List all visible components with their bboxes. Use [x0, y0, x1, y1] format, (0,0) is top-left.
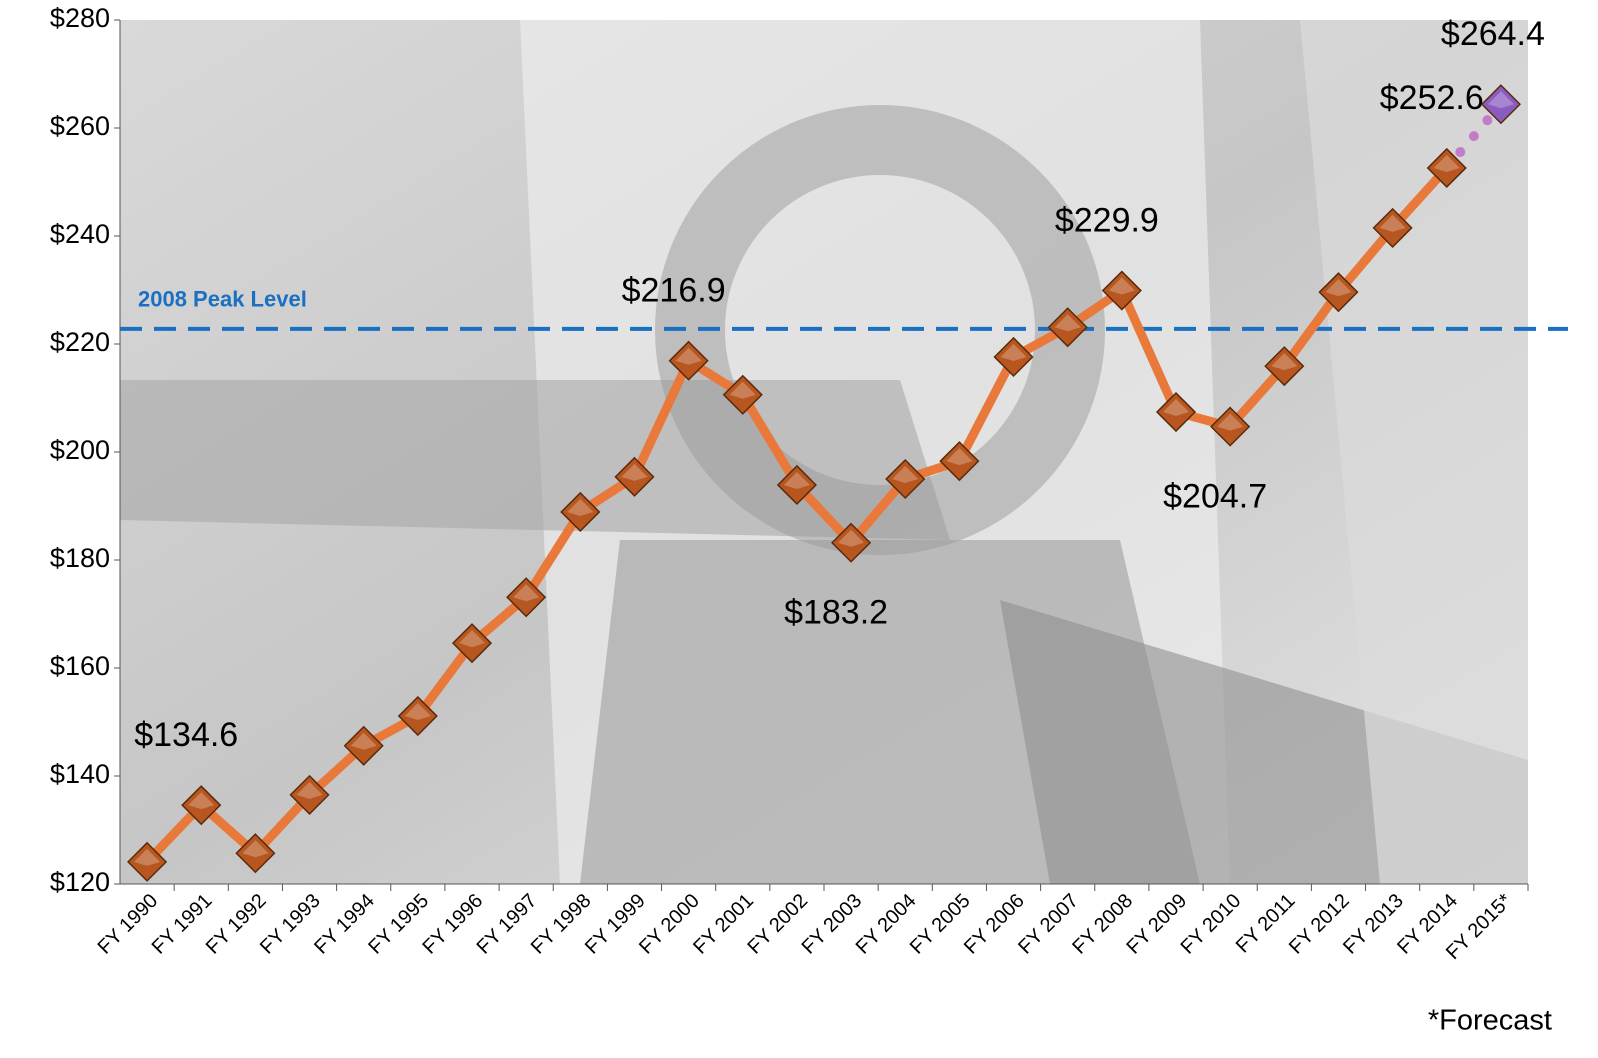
background-photo [120, 20, 1528, 884]
y-tick-label: $260 [50, 111, 110, 141]
y-tick-label: $140 [50, 759, 110, 789]
forecast-dot [1482, 115, 1492, 125]
y-tick-label: $200 [50, 435, 110, 465]
footnote: *Forecast [1428, 1005, 1552, 1037]
y-tick-label: $180 [50, 543, 110, 573]
chart: *Forecast $120 $140 $160 $180 $200 $220 $240 $2… [0, 0, 1598, 1058]
x-tick-label: FY 2010 [1177, 890, 1246, 959]
y-tick-label: $240 [50, 219, 110, 249]
value-label: $204.7 [1163, 478, 1267, 516]
forecast-dot [1469, 131, 1479, 141]
value-label: $134.6 [134, 716, 238, 754]
value-label: $216.9 [622, 272, 726, 310]
value-label: $252.6 [1380, 79, 1484, 117]
value-label: $183.2 [784, 594, 888, 632]
y-tick-label: $120 [50, 867, 110, 897]
y-tick-label: $220 [50, 327, 110, 357]
y-tick-label: $160 [50, 651, 110, 681]
value-label: $229.9 [1055, 202, 1159, 240]
forecast-dot [1455, 147, 1465, 157]
y-tick-label: $280 [50, 3, 110, 33]
reference-label: 2008 Peak Level [138, 287, 307, 312]
value-label: $264.4 [1441, 15, 1545, 53]
